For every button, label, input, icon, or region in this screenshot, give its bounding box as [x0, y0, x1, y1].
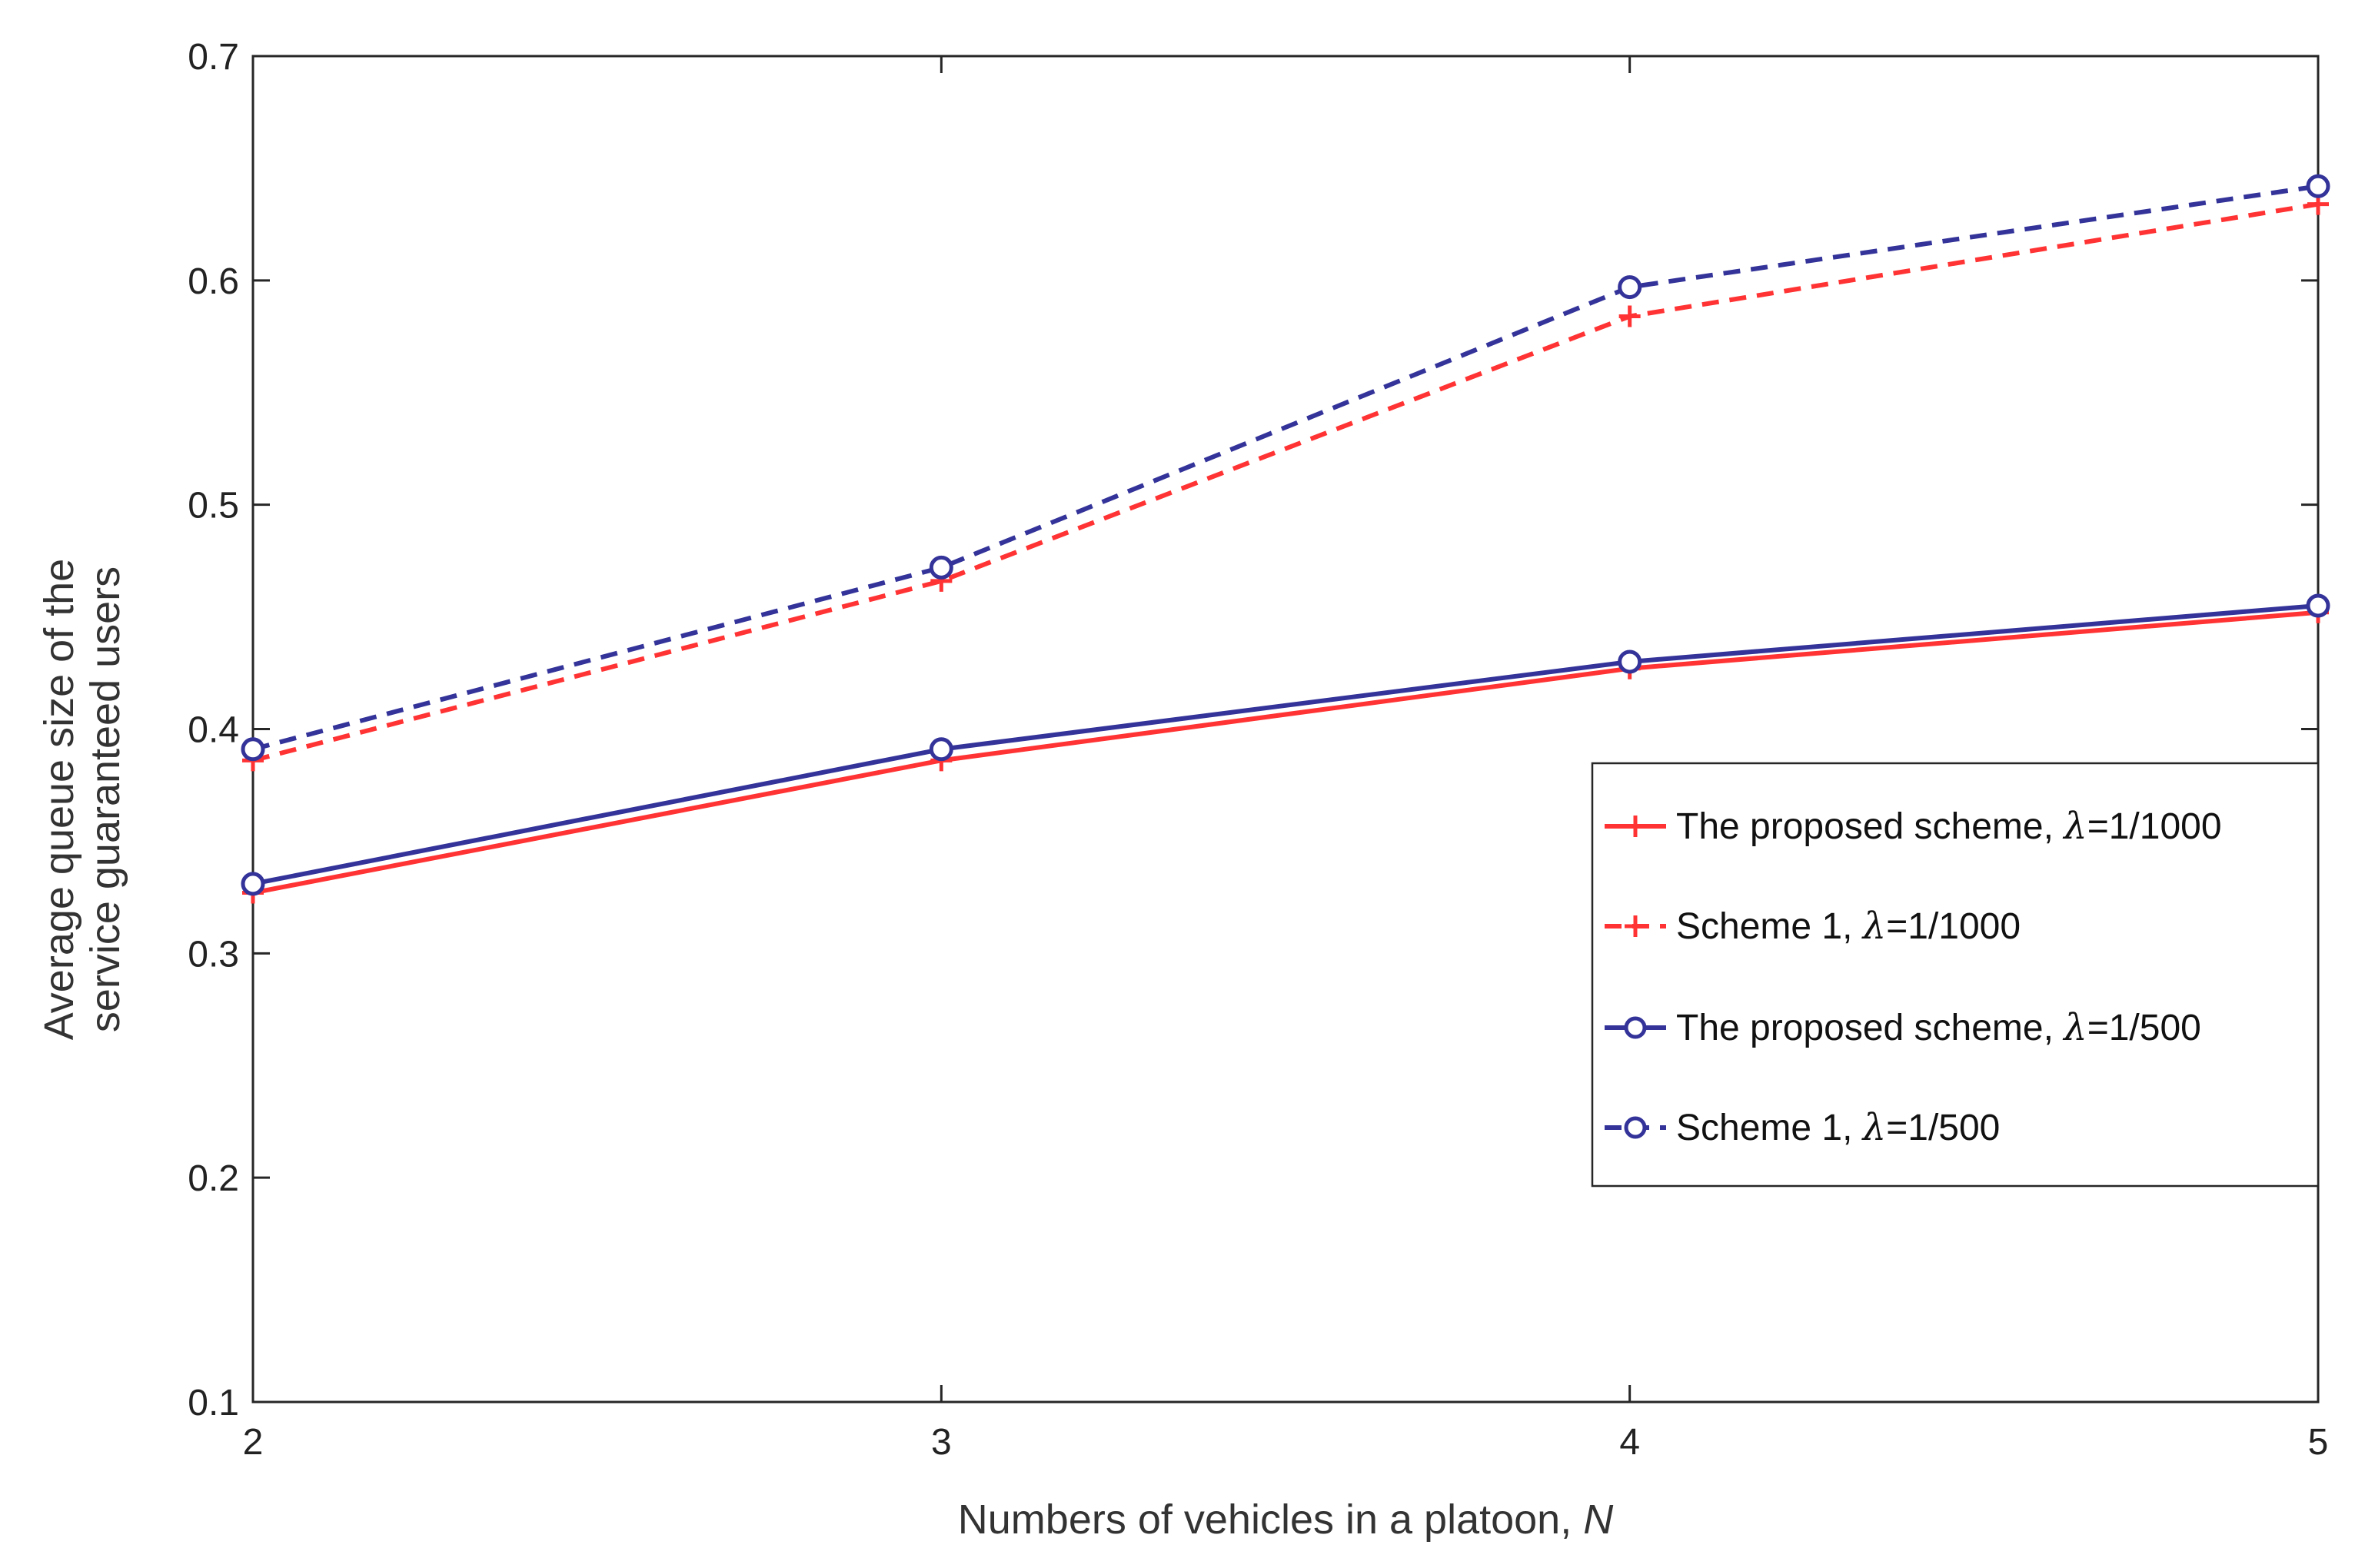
legend-entry-1: The proposed scheme, λ=1/1000: [1605, 805, 2222, 848]
axis-ticks: 2 3 4 5 0.1 0.2 0.3 0.4 0.5 0.6 0.7: [188, 37, 2328, 1463]
plus-marker: [1618, 305, 1641, 327]
y-tick-label: 0.6: [188, 261, 239, 302]
series-3: [241, 593, 2330, 896]
series-4: [241, 174, 2330, 762]
legend-label-2: Scheme 1, λ=1/1000: [1676, 905, 2021, 948]
x-axis-label: Numbers of vehicles in a platoon, N: [958, 1497, 1614, 1543]
circle-marker: [241, 872, 265, 896]
series-line-1: [252, 610, 2319, 895]
legend-plus-marker-2: [1625, 915, 1646, 937]
series-layer: [241, 174, 2330, 904]
y-axis-label-line-1: Average queue size of the: [36, 559, 82, 1040]
legend: The proposed scheme, λ=1/1000 Scheme 1, …: [1591, 762, 2320, 1188]
legend-entry-4: Scheme 1, λ=1/500: [1605, 1106, 2000, 1149]
y-tick-label: 0.3: [188, 934, 239, 975]
series-line-3: [252, 603, 2319, 886]
x-tick-label: 2: [243, 1422, 264, 1463]
legend-label-1: The proposed scheme, λ=1/1000: [1676, 805, 2222, 848]
series-2: [242, 193, 2329, 772]
x-axis-label-text: Numbers of vehicles in a platoon,: [958, 1497, 1583, 1543]
y-tick-label: 0.5: [188, 486, 239, 527]
legend-label-3: The proposed scheme, λ=1/500: [1676, 1006, 2201, 1049]
x-tick-label: 3: [931, 1422, 952, 1463]
y-axis-label: Average queue size of the service guaran…: [36, 559, 128, 1040]
circle-marker: [1618, 275, 1642, 300]
legend-circle-marker-4: [1624, 1116, 1647, 1139]
legend-entry-2: Scheme 1, λ=1/1000: [1605, 905, 2021, 948]
x-tick-label: 4: [1619, 1422, 1640, 1463]
y-axis-label-line-2: service guaranteed users: [82, 566, 128, 1032]
legend-box: [1591, 762, 2320, 1188]
y-tick-label: 0.1: [188, 1383, 239, 1423]
circle-marker: [2306, 593, 2330, 618]
circle-marker: [929, 737, 953, 762]
legend-label-4: Scheme 1, λ=1/500: [1676, 1106, 2000, 1149]
series-line-2: [252, 201, 2319, 763]
x-axis-label-var: N: [1583, 1497, 1614, 1543]
circle-marker: [241, 737, 265, 762]
legend-circle-marker-3: [1624, 1016, 1647, 1039]
circle-marker: [1618, 649, 1642, 674]
circle-marker: [2306, 174, 2330, 198]
x-tick-label: 5: [2308, 1422, 2329, 1463]
circle-marker: [929, 555, 953, 580]
y-tick-label: 0.4: [188, 710, 239, 751]
y-tick-label: 0.2: [188, 1158, 239, 1199]
series-line-4: [252, 184, 2319, 752]
y-tick-label: 0.7: [188, 37, 239, 78]
legend-plus-marker-1: [1625, 816, 1646, 837]
plot-area: [251, 55, 2320, 1404]
legend-entry-3: The proposed scheme, λ=1/500: [1605, 1006, 2201, 1049]
